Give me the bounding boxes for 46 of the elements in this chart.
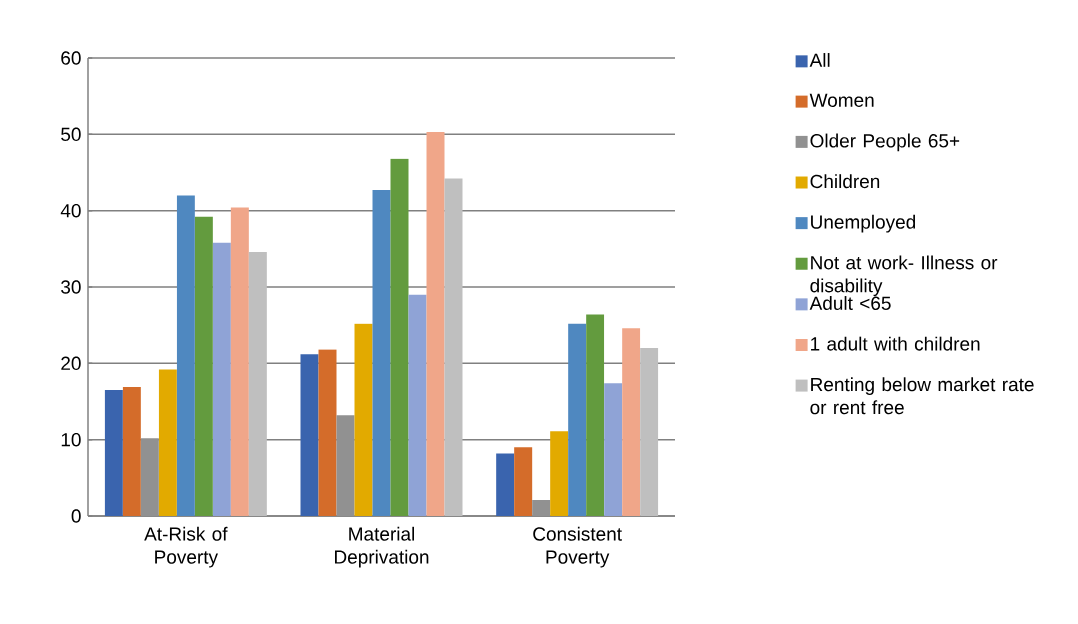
bar: [122, 387, 141, 516]
bar: [248, 251, 267, 516]
x-tick-label: At-Risk of Poverty: [144, 526, 228, 568]
bar: [604, 383, 623, 516]
bar: [568, 323, 587, 516]
legend-label: Older People 65+: [810, 133, 960, 152]
bar: [640, 348, 659, 516]
bar: [496, 453, 515, 516]
legend-label: Women: [809, 93, 874, 107]
bar: [158, 369, 177, 516]
y-tick-label: 50: [61, 127, 81, 142]
legend-label: Renting below market rate or rent free: [810, 377, 1034, 415]
bar: [532, 499, 551, 516]
bar: [104, 390, 123, 516]
bar: [622, 328, 641, 516]
bar: [336, 415, 355, 516]
bar: [230, 207, 249, 516]
bar: [390, 158, 409, 516]
bar: [426, 132, 445, 516]
bar: [550, 431, 569, 516]
bar: [586, 314, 605, 516]
bar: [372, 190, 391, 516]
bar: [176, 195, 195, 516]
legend-label: All: [809, 53, 830, 67]
legend-label: Children: [810, 174, 880, 189]
y-tick-label: 10: [61, 432, 81, 447]
y-tick-label: 30: [61, 280, 81, 294]
bar: [514, 447, 533, 516]
bar: [354, 323, 373, 516]
y-tick-label: 40: [60, 203, 81, 218]
bar: [408, 294, 427, 516]
x-tick-label: Material Deprivation: [335, 526, 429, 568]
bar: [444, 178, 463, 516]
bar: [318, 349, 337, 516]
bar: [140, 438, 159, 516]
y-tick-label: 60: [61, 51, 81, 65]
bar: [212, 242, 231, 516]
bar: [300, 354, 319, 516]
legend-label: 1 adult with children: [811, 336, 980, 351]
legend-label: Unemployed: [811, 214, 916, 233]
legend-label: Adult <65: [809, 296, 891, 311]
y-tick-label: 20: [61, 356, 81, 371]
bar: [194, 216, 213, 516]
y-tick-label: 0: [71, 509, 81, 523]
legend-label: Not at work- Illness or disability: [810, 255, 998, 297]
x-tick-label: Consistent Poverty: [533, 526, 622, 568]
